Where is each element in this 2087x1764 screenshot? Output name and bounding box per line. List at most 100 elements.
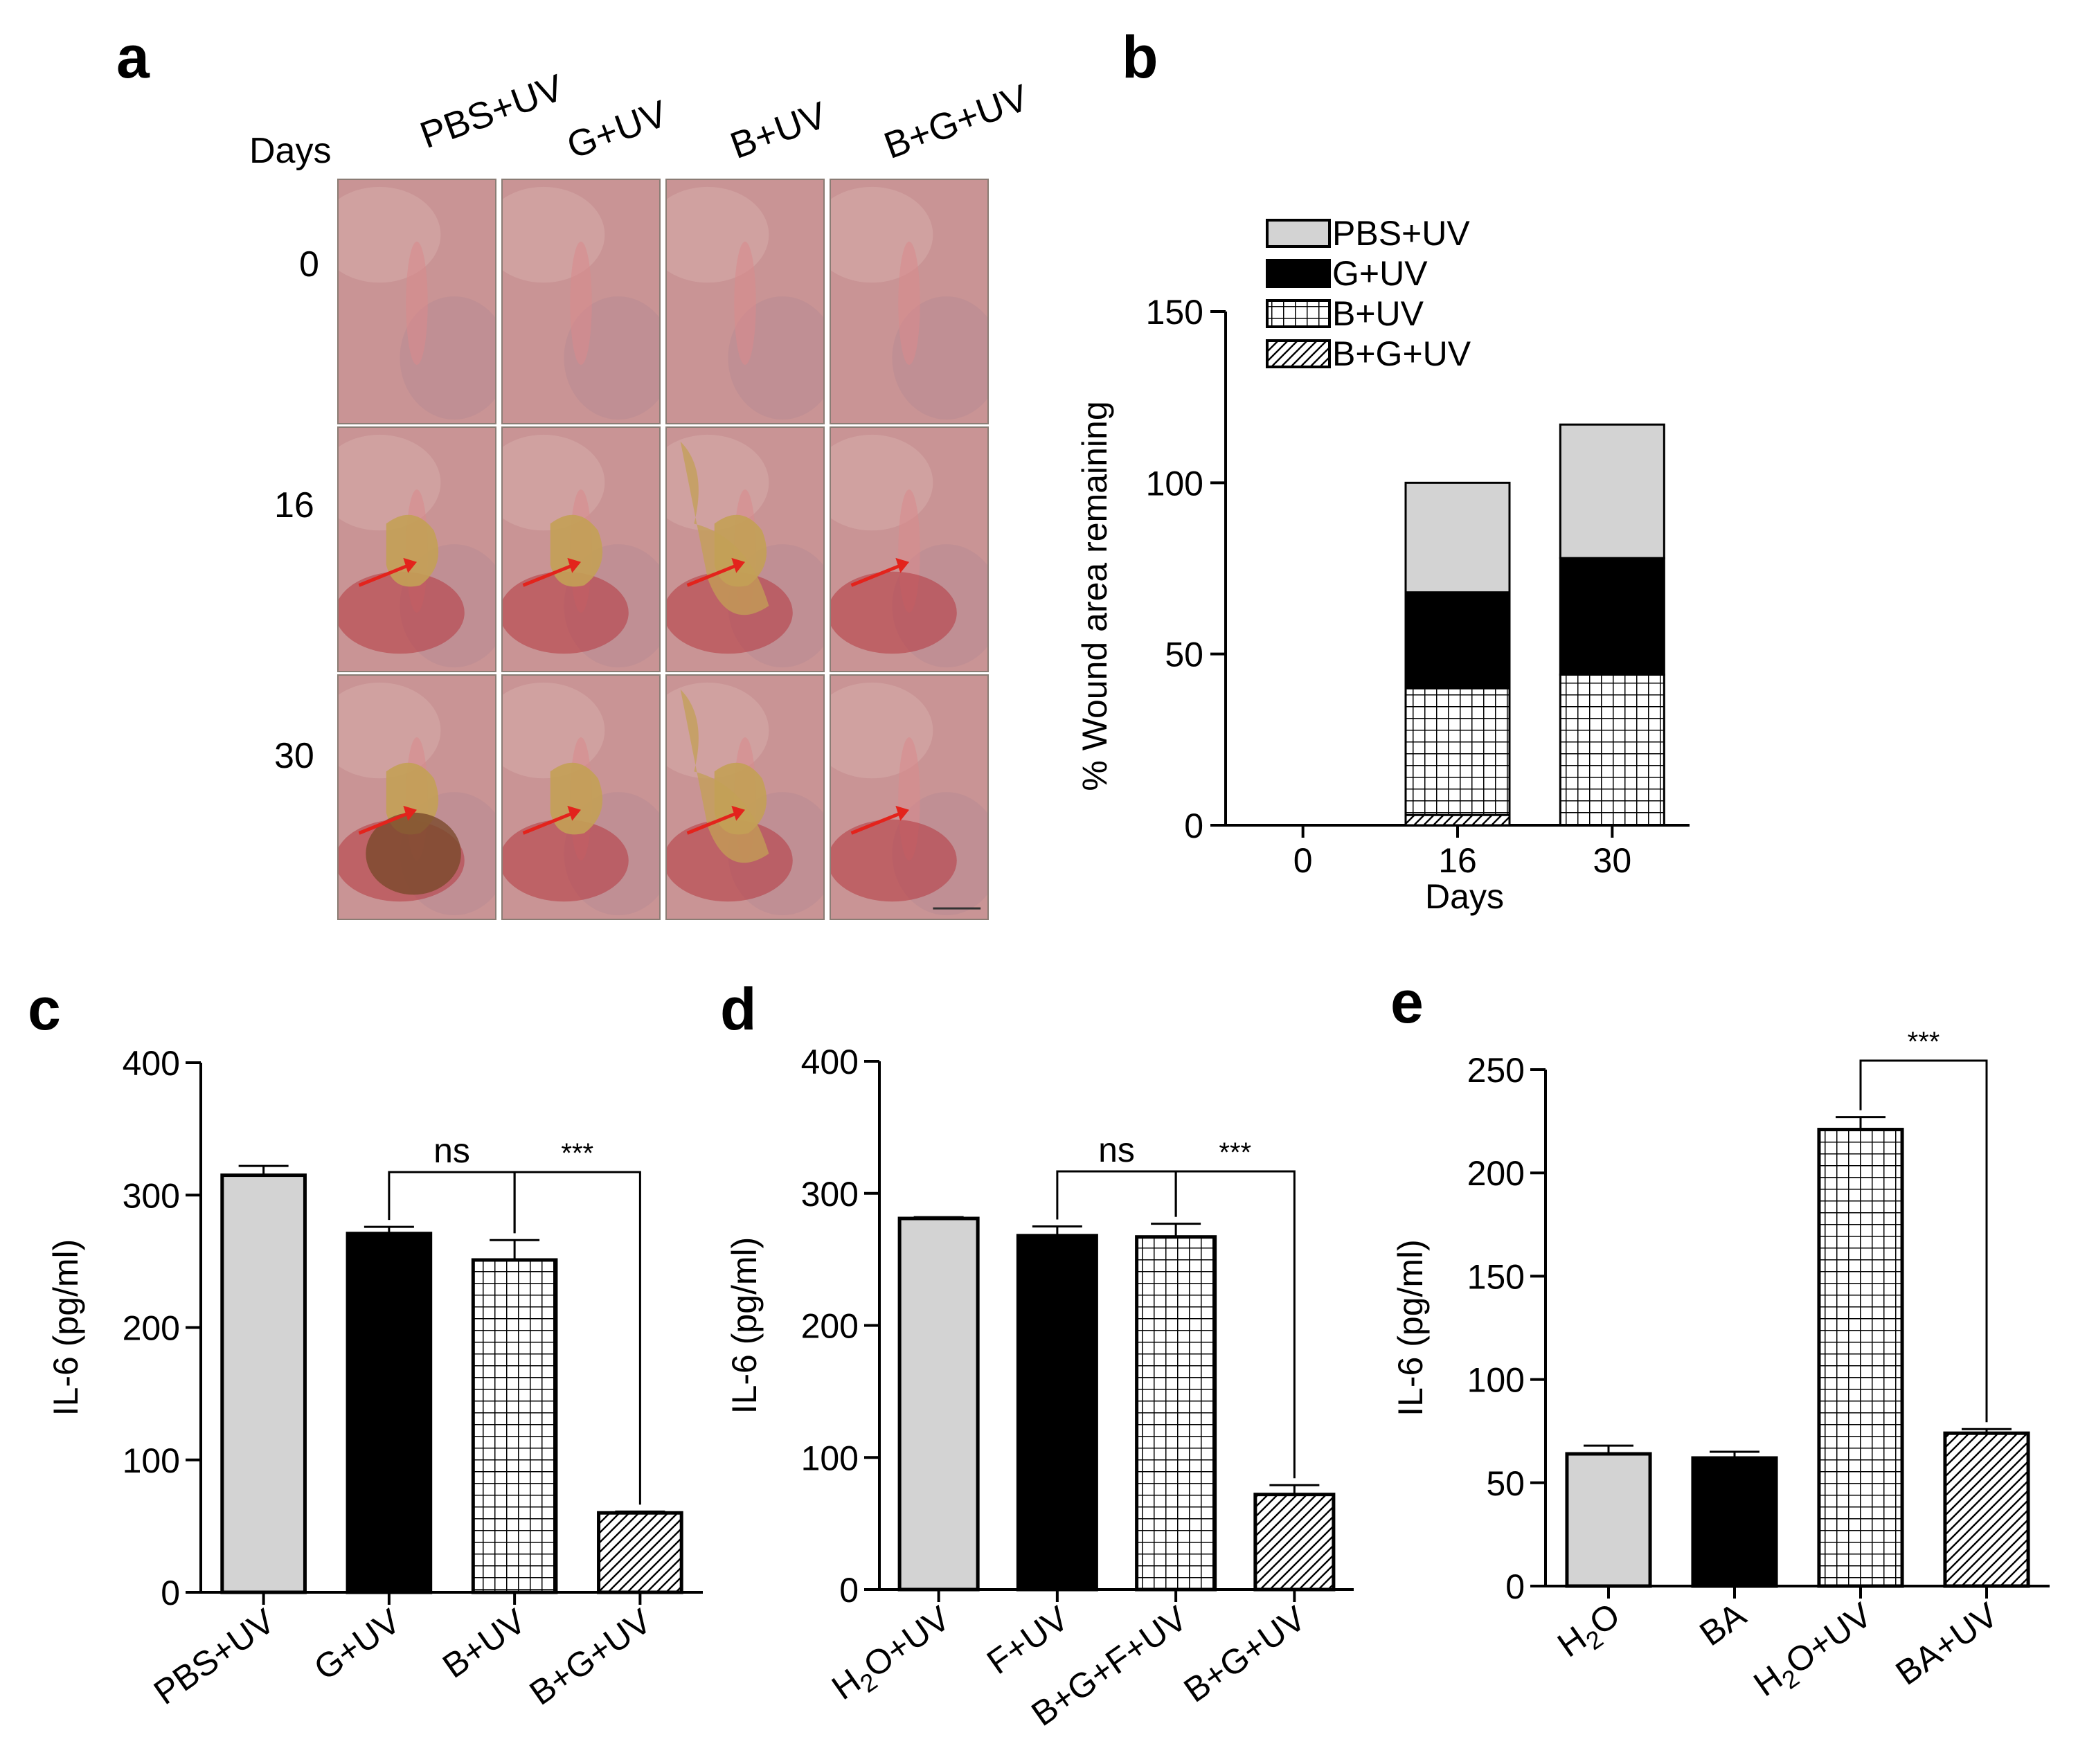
bar: [1943, 1431, 2030, 1588]
bar-segment: [1559, 673, 1665, 827]
chart-c: 0 100 200 300 400 PBS+UV G+UV B+UVB+G+UV IL-6 (p…: [46, 1044, 703, 1713]
x-tick-label: B+UV: [436, 1601, 533, 1686]
y-tick-label: 0: [1184, 807, 1203, 845]
bar-segment: [1559, 423, 1665, 559]
panel-letter-c: c: [28, 976, 61, 1043]
wound-photo: [501, 179, 661, 424]
panel-letter-e: e: [1390, 969, 1424, 1036]
wound-photo: [337, 426, 496, 672]
y-tick-label: 50: [1486, 1464, 1525, 1503]
y-tick-label: 200: [801, 1307, 859, 1346]
y-tick-label: 0: [839, 1571, 859, 1610]
significance-label: ns: [1098, 1131, 1135, 1169]
x-tick-label: G+UV: [307, 1601, 407, 1688]
y-tick-label: 300: [123, 1176, 180, 1215]
bar: [1135, 1235, 1217, 1592]
y-axis-label: IL-6 (pg/ml): [725, 1237, 764, 1414]
y-axis-label: IL-6 (pg/ml): [1391, 1239, 1430, 1416]
bar: [1253, 1493, 1336, 1592]
x-tick-label: 16: [1438, 841, 1477, 880]
y-tick-label: 200: [123, 1309, 180, 1348]
y-tick-label: 400: [123, 1044, 180, 1083]
legend-label: G+UV: [1332, 254, 1428, 293]
y-tick-label: 150: [1146, 293, 1203, 332]
legend-swatch: [1266, 219, 1331, 248]
legend-swatch: [1266, 259, 1331, 288]
y-tick-label: 200: [1467, 1154, 1525, 1193]
wound-photo: [665, 426, 825, 672]
wound-photo: [337, 179, 496, 424]
y-tick-label: 100: [801, 1439, 859, 1477]
x-tick-label: F+UV: [980, 1599, 1075, 1682]
y-tick-label: 400: [801, 1043, 859, 1081]
legend-swatch: [1266, 339, 1331, 368]
wound-photo: [830, 426, 989, 672]
day-label-16: 16: [274, 485, 314, 525]
y-tick-label: 150: [1467, 1257, 1525, 1296]
wound-photo: [501, 674, 661, 920]
wound-photo: [337, 674, 496, 920]
y-tick-label: 100: [1467, 1361, 1525, 1400]
bar: [1565, 1452, 1652, 1588]
bar-segment: [1404, 591, 1511, 690]
legend-label: PBS+UV: [1332, 214, 1470, 253]
y-tick-label: 250: [1467, 1051, 1525, 1090]
wound-photo: [830, 674, 989, 920]
days-header: Days: [249, 131, 332, 171]
x-tick-label: BA: [1693, 1595, 1753, 1654]
panel-letter-b: b: [1122, 24, 1158, 91]
bar: [220, 1173, 307, 1594]
y-tick-label: 0: [161, 1574, 180, 1612]
bar: [897, 1216, 980, 1592]
y-tick-label: 100: [1146, 464, 1203, 503]
x-tick-label: B+G+UV: [523, 1601, 659, 1713]
x-tick-label: BA+UV: [1889, 1595, 2005, 1693]
bar-segment: [1559, 557, 1665, 676]
day-label-0: 0: [299, 244, 319, 285]
significance-label: ***: [561, 1138, 593, 1169]
y-axis-label: % Wound area remaining: [1075, 401, 1114, 791]
panel-letter-a: a: [116, 24, 150, 91]
legend-label: B+UV: [1332, 294, 1424, 333]
significance-bracket: [388, 1171, 516, 1234]
panel-letter-d: d: [720, 976, 757, 1043]
x-tick-label: 30: [1593, 841, 1632, 880]
legend-label: B+G+UV: [1332, 334, 1471, 373]
y-tick-label: 0: [1505, 1567, 1525, 1606]
significance-bracket: [1174, 1170, 1296, 1479]
x-tick-label: H2O: [1550, 1595, 1630, 1670]
y-tick-label: 50: [1165, 636, 1203, 674]
x-tick-label: PBS+UV: [147, 1601, 282, 1712]
significance-label: ***: [1219, 1137, 1251, 1168]
bar: [597, 1511, 683, 1594]
significance-label: ***: [1908, 1027, 1940, 1057]
bar: [1691, 1456, 1778, 1588]
y-tick-label: 300: [801, 1175, 859, 1214]
significance-bracket: [513, 1171, 641, 1505]
significance-label: ns: [433, 1131, 470, 1170]
x-tick-label: H2O+UV: [1747, 1595, 1883, 1709]
day-label-30: 30: [274, 736, 314, 776]
x-tick-label: H2O+UV: [825, 1599, 960, 1713]
bar-segment: [1404, 813, 1511, 827]
wound-photo: [501, 426, 661, 672]
y-axis-label: IL-6 (pg/ml): [46, 1239, 85, 1416]
y-tick-label: 100: [123, 1441, 180, 1480]
chart-b: 0 50 100 150 0 16 30 Days % Wound area remaining…: [1075, 214, 1690, 916]
significance-bracket: [1056, 1170, 1177, 1220]
bar: [1817, 1128, 1904, 1588]
wound-photo: [665, 179, 825, 424]
bar-segment: [1404, 481, 1511, 594]
x-tick-label: 0: [1293, 841, 1313, 880]
legend-swatch: [1266, 299, 1331, 328]
bar: [1016, 1234, 1098, 1592]
significance-bracket: [1859, 1059, 1988, 1423]
x-axis-label: Days: [1425, 877, 1504, 916]
wound-photo: [665, 674, 825, 920]
bar: [471, 1258, 558, 1594]
bar: [346, 1232, 433, 1594]
wound-photo: [830, 179, 989, 424]
